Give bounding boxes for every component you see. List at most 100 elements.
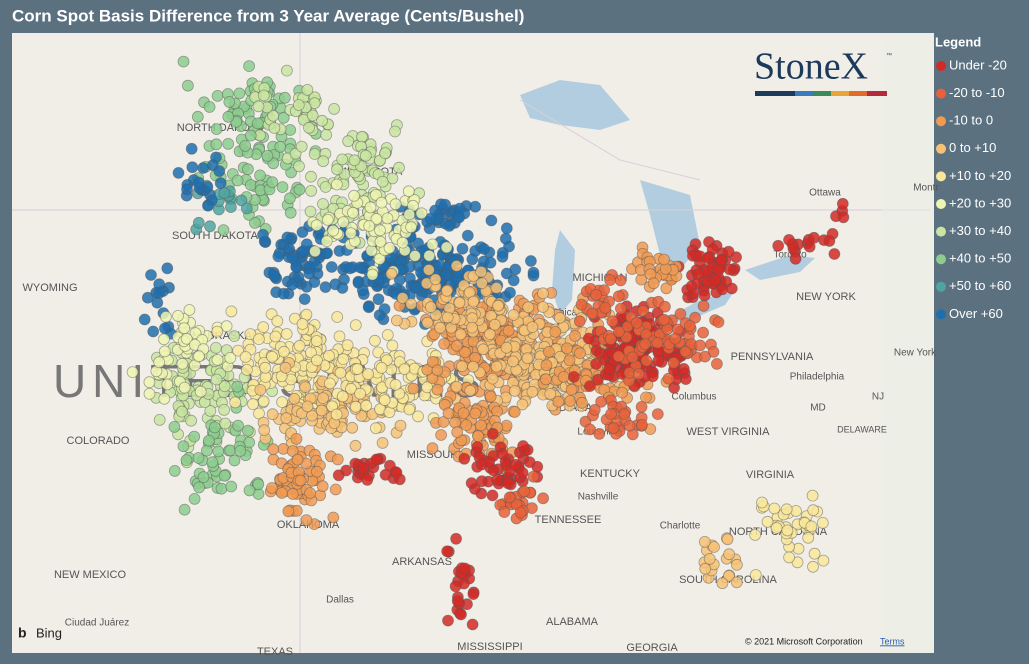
map-label: Columbus bbox=[671, 392, 716, 403]
point bbox=[504, 286, 516, 299]
point bbox=[336, 282, 349, 294]
point bbox=[240, 202, 253, 215]
point bbox=[218, 469, 231, 482]
point bbox=[396, 236, 409, 249]
point bbox=[305, 184, 318, 197]
point bbox=[362, 301, 375, 314]
point bbox=[595, 395, 607, 408]
legend-label: +30 to +40 bbox=[949, 223, 1011, 238]
point bbox=[360, 399, 373, 412]
point bbox=[679, 373, 692, 386]
point bbox=[292, 271, 305, 284]
point bbox=[288, 392, 301, 405]
legend-label: -10 to 0 bbox=[949, 113, 993, 128]
point bbox=[159, 310, 172, 323]
point bbox=[346, 421, 359, 434]
logo-bar bbox=[755, 91, 795, 96]
point bbox=[640, 354, 653, 367]
point bbox=[553, 312, 566, 324]
point bbox=[684, 319, 696, 332]
point bbox=[584, 380, 596, 393]
point bbox=[280, 328, 293, 340]
point bbox=[568, 370, 580, 383]
point bbox=[749, 569, 762, 581]
point bbox=[490, 360, 503, 373]
point bbox=[590, 288, 602, 301]
point bbox=[295, 140, 308, 153]
point bbox=[516, 466, 529, 479]
point bbox=[158, 392, 171, 405]
point bbox=[442, 614, 454, 627]
point bbox=[543, 345, 555, 358]
point bbox=[604, 333, 617, 346]
terms-link[interactable]: Terms bbox=[880, 636, 905, 646]
point bbox=[192, 216, 205, 229]
point bbox=[147, 325, 160, 338]
point bbox=[658, 253, 670, 266]
legend-label: Over +60 bbox=[949, 306, 1003, 321]
point bbox=[516, 398, 529, 411]
point bbox=[526, 321, 539, 334]
point bbox=[450, 532, 463, 545]
point bbox=[454, 328, 467, 341]
point bbox=[699, 562, 712, 575]
point bbox=[438, 337, 451, 350]
point bbox=[816, 517, 829, 529]
points bbox=[126, 55, 850, 631]
lake-huron bbox=[640, 180, 700, 270]
map-label: Ciudad Juárez bbox=[65, 618, 129, 629]
point bbox=[208, 421, 221, 434]
point bbox=[496, 250, 509, 263]
bing-icon: b bbox=[18, 625, 27, 641]
point bbox=[475, 265, 488, 278]
point bbox=[565, 383, 578, 396]
point bbox=[389, 378, 402, 391]
point bbox=[433, 258, 446, 271]
point bbox=[290, 432, 303, 445]
point bbox=[626, 351, 639, 364]
point bbox=[421, 316, 434, 329]
point bbox=[563, 354, 576, 367]
point bbox=[293, 160, 305, 173]
point bbox=[172, 166, 185, 179]
map-label: NJ bbox=[872, 392, 884, 403]
point bbox=[177, 440, 190, 453]
point bbox=[283, 192, 296, 205]
point bbox=[257, 89, 270, 102]
point bbox=[837, 211, 850, 224]
point bbox=[615, 302, 627, 315]
point bbox=[211, 90, 224, 102]
point bbox=[274, 140, 287, 153]
point bbox=[692, 268, 704, 281]
point bbox=[349, 319, 362, 332]
point bbox=[459, 562, 471, 575]
point bbox=[356, 284, 369, 297]
point bbox=[716, 577, 729, 590]
point bbox=[604, 274, 616, 287]
point bbox=[180, 454, 193, 467]
point bbox=[210, 123, 223, 136]
point bbox=[389, 125, 401, 138]
point bbox=[378, 303, 391, 316]
point bbox=[348, 189, 360, 202]
point bbox=[257, 228, 269, 241]
point bbox=[453, 296, 466, 309]
point bbox=[630, 316, 643, 329]
point bbox=[467, 295, 480, 308]
point bbox=[508, 385, 521, 397]
point bbox=[451, 426, 464, 439]
point bbox=[584, 423, 596, 436]
point bbox=[781, 524, 794, 537]
point bbox=[310, 219, 323, 232]
point bbox=[651, 336, 664, 349]
point bbox=[574, 347, 586, 360]
point bbox=[284, 206, 297, 219]
point bbox=[509, 263, 522, 276]
point bbox=[412, 410, 424, 423]
point bbox=[300, 238, 313, 251]
provider: Bing bbox=[36, 625, 62, 640]
point bbox=[749, 529, 761, 541]
point bbox=[537, 301, 549, 313]
point bbox=[218, 403, 231, 416]
point bbox=[330, 178, 343, 191]
